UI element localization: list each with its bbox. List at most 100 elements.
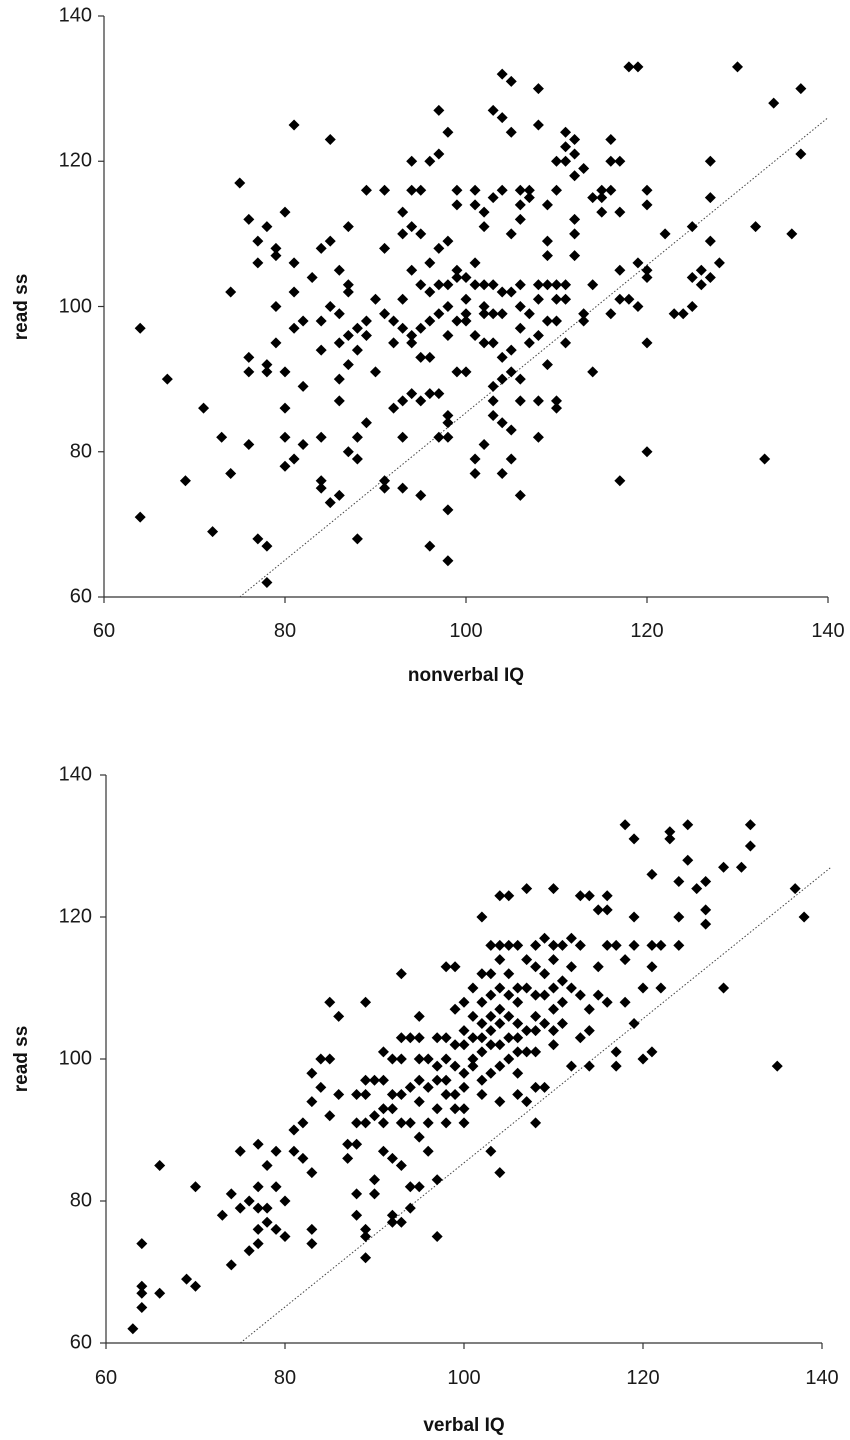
data-point: [771, 1060, 783, 1072]
x-tick-label: 100: [449, 620, 482, 642]
data-point: [460, 315, 472, 327]
data-point: [637, 1053, 649, 1065]
data-point: [395, 968, 407, 980]
chart-verbal-iq: 60 80 100 120 140 60 80 100 120 140 verb…: [11, 763, 839, 1436]
data-point: [485, 1025, 497, 1037]
data-point: [333, 489, 345, 501]
data-point: [297, 1117, 309, 1129]
data-point: [560, 279, 572, 291]
data-point: [713, 257, 725, 269]
data-point: [252, 1223, 264, 1235]
data-point: [243, 351, 255, 363]
data-point: [514, 279, 526, 291]
data-point: [377, 1117, 389, 1129]
data-point: [397, 293, 409, 305]
data-point: [476, 1032, 488, 1044]
data-point: [134, 511, 146, 523]
data-point: [451, 199, 463, 211]
data-point: [449, 1103, 461, 1115]
data-point: [216, 431, 228, 443]
data-point: [512, 1067, 524, 1079]
data-point: [431, 1032, 443, 1044]
y-tick-label: 140: [59, 4, 92, 26]
data-point: [377, 1103, 389, 1115]
data-point: [503, 939, 515, 951]
data-point: [592, 904, 604, 916]
data-point: [551, 279, 562, 291]
data-point: [207, 526, 219, 538]
data-point: [505, 453, 517, 465]
data-point: [377, 1145, 389, 1157]
data-point: [388, 315, 400, 327]
data-point: [406, 155, 418, 167]
data-point: [532, 395, 544, 407]
data-point: [234, 1145, 246, 1157]
data-point: [351, 453, 363, 465]
data-points: [127, 819, 810, 1335]
reference-line: [239, 117, 829, 598]
data-point: [700, 904, 712, 916]
data-point: [397, 431, 409, 443]
data-point: [530, 1046, 542, 1058]
data-point: [369, 1074, 380, 1086]
x-tick-label: 120: [626, 1367, 659, 1389]
data-point: [551, 402, 562, 414]
data-point: [297, 380, 309, 392]
data-point: [440, 1032, 452, 1044]
data-point: [440, 1117, 452, 1129]
data-point: [413, 1010, 425, 1022]
data-point: [569, 170, 581, 182]
data-point: [487, 409, 499, 421]
data-point: [565, 932, 577, 944]
data-point: [127, 1323, 139, 1335]
data-point: [539, 932, 551, 944]
data-point: [406, 264, 418, 276]
data-point: [503, 968, 515, 980]
data-point: [261, 540, 273, 552]
y-tick-label: 60: [70, 1331, 92, 1353]
data-point: [351, 344, 363, 356]
x-tick-label: 140: [805, 1367, 838, 1389]
data-point: [704, 271, 716, 283]
data-point: [539, 968, 551, 980]
data-point: [695, 264, 707, 276]
data-point: [297, 1152, 309, 1164]
data-point: [587, 366, 599, 378]
data-point: [623, 61, 635, 73]
data-point: [270, 301, 282, 312]
data-point: [795, 148, 807, 160]
y-tick-label: 80: [70, 1189, 92, 1211]
data-point: [467, 982, 479, 994]
data-point: [476, 911, 488, 923]
data-point: [377, 1074, 389, 1086]
y-axis-title: read ss: [11, 1026, 32, 1093]
data-point: [487, 395, 499, 407]
data-point: [369, 1174, 380, 1186]
x-tick-label: 120: [630, 620, 663, 642]
data-point: [541, 279, 553, 291]
data-point: [541, 199, 553, 211]
data-point: [433, 104, 445, 116]
data-point: [422, 1053, 434, 1065]
data-point: [514, 322, 526, 334]
data-point: [415, 395, 427, 407]
x-tick-labels: 60 80 100 120 140: [93, 620, 845, 642]
data-point: [315, 431, 327, 443]
data-point: [449, 961, 461, 973]
data-point: [261, 221, 273, 233]
data-point: [521, 1046, 533, 1058]
data-point: [505, 126, 517, 138]
data-point: [386, 1089, 398, 1100]
data-point: [605, 133, 617, 145]
data-point: [768, 97, 780, 109]
data-point: [288, 286, 300, 298]
data-point: [458, 1067, 470, 1079]
data-point: [404, 1202, 416, 1214]
data-point: [532, 293, 544, 305]
data-point: [379, 184, 391, 196]
data-point: [467, 1010, 479, 1022]
x-axis-title: nonverbal IQ: [408, 665, 524, 686]
data-point: [433, 388, 445, 400]
data-point: [458, 1117, 470, 1129]
data-point: [324, 1110, 336, 1122]
